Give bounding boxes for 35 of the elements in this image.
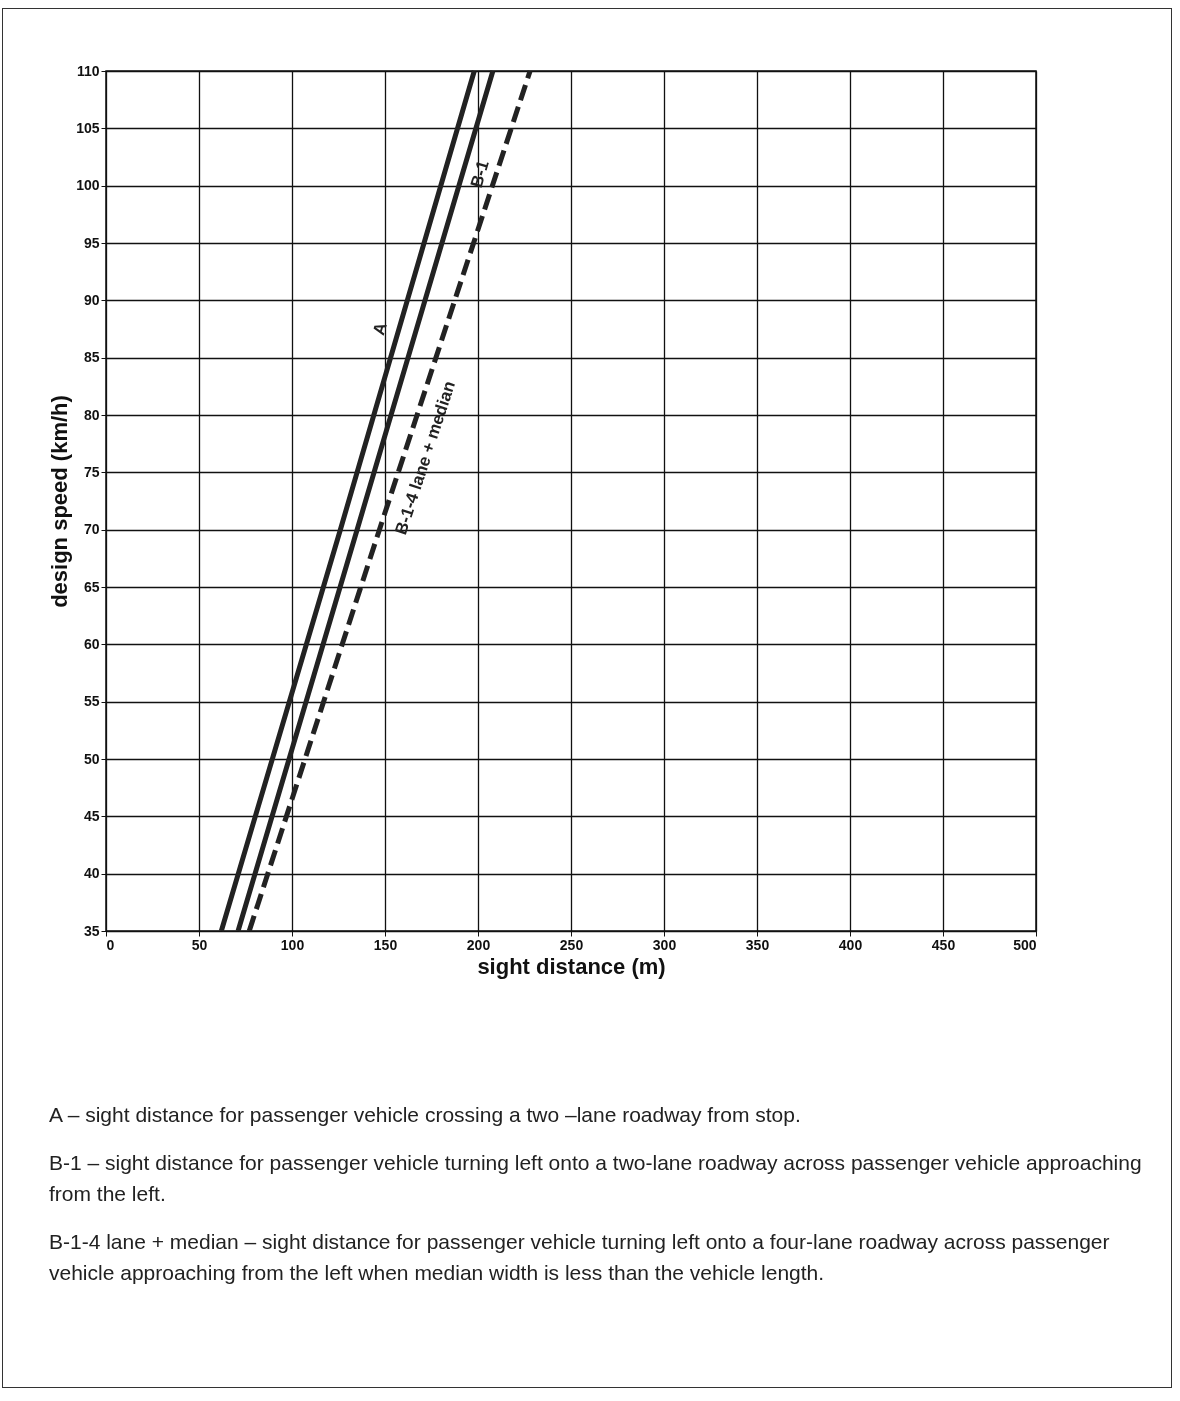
y-tick-label: 85	[83, 349, 100, 366]
x-tick-label: 0	[106, 936, 115, 953]
y-tick-label: 40	[83, 865, 100, 882]
y-tick-label: 55	[83, 693, 100, 710]
x-tick-label: 350	[745, 936, 770, 953]
x-tick-label: 250	[559, 936, 584, 953]
text: B-1-4 lane + median	[391, 378, 460, 537]
y-tick-label: 65	[83, 578, 100, 595]
text: B-1	[466, 158, 493, 190]
y-tick-label: 50	[83, 750, 100, 767]
y-tick-label: 45	[83, 807, 100, 824]
y-tick-label: 35	[83, 922, 100, 939]
y-tick-label: 90	[83, 291, 100, 308]
x-tick-label: 100	[280, 936, 305, 953]
y-tick-label: 70	[83, 521, 100, 538]
y-tick-label: 110	[76, 62, 100, 79]
x-tick-label: 150	[373, 936, 398, 953]
y-tick-label: 60	[83, 635, 100, 652]
y-tick-label: 100	[76, 177, 100, 194]
x-tick-label: 200	[466, 936, 491, 953]
x-tick-label: 450	[931, 936, 956, 953]
y-tick-label: 105	[76, 119, 100, 136]
y-tick-label: 80	[83, 406, 100, 423]
text: B-1 – sight distance for passenger vehicle turning left onto a two-lane roadway across passenger vehicle approaching from the left.	[49, 1149, 1143, 1207]
x-tick-label: 50	[191, 936, 208, 953]
y-axis-title: design speed (km/h)	[47, 395, 73, 608]
y-tick-label: 95	[83, 234, 100, 251]
x-tick-label: 500	[1013, 936, 1037, 953]
text: B-1-4 lane + median – sight distance for passenger vehicle turning left onto a four-lane roadway across passenger vehicle approaching from the left when median width is less than the vehicle length.	[49, 1228, 1111, 1286]
x-tick-label: 300	[652, 936, 677, 953]
text: A	[369, 320, 391, 338]
y-tick-label: 75	[83, 463, 100, 480]
text: A – sight distance for passenger vehicle crossing a two –lane roadway from stop.	[49, 1102, 802, 1128]
x-tick-label: 400	[838, 936, 863, 953]
x-axis-title: sight distance (m)	[477, 953, 666, 979]
